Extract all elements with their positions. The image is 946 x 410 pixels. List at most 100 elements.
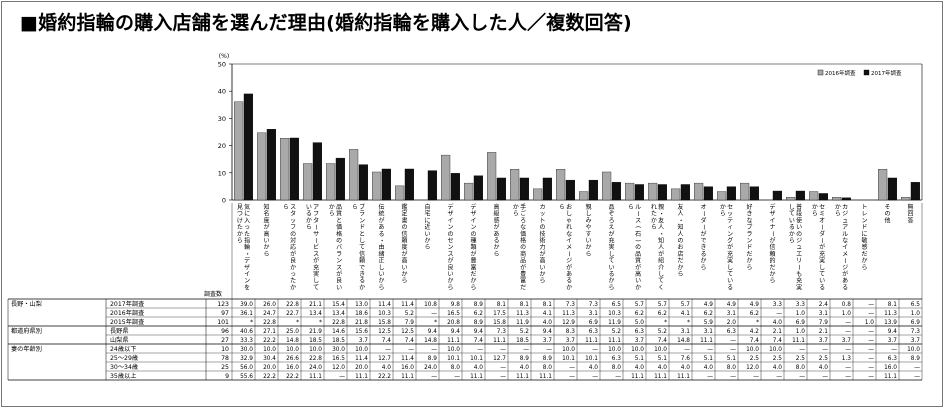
category-label-char: か	[608, 278, 614, 285]
category-label-char: 親	[658, 203, 664, 211]
bar-2017	[772, 190, 782, 201]
bar-2016	[556, 169, 566, 201]
category-label-char: か	[539, 271, 545, 278]
category-label-char: ン	[359, 217, 365, 224]
category-label-char: 宅	[424, 210, 430, 218]
table-cell: —	[822, 347, 828, 353]
legend-label-2016: 2016年調査	[825, 69, 856, 77]
table-cell: 5.1	[727, 356, 737, 362]
table-cell: 10.0	[769, 347, 782, 353]
category-label-char: て	[313, 284, 319, 291]
bar-2017	[519, 177, 529, 201]
category-label-char: か	[720, 204, 726, 211]
category-label-char: の	[677, 238, 683, 245]
category-label-char: 書	[401, 216, 407, 224]
table-cell: 10.0	[608, 347, 621, 353]
table-cell: 21.9	[309, 329, 322, 335]
table-cell: 3.3	[796, 302, 806, 308]
table-cell: 14.6	[332, 329, 345, 335]
category-label-char: セ	[447, 238, 453, 245]
category-label-char: か	[447, 278, 453, 285]
category-label-char: い	[263, 238, 269, 245]
category-label-char: タ	[290, 210, 296, 218]
category-label-char: し	[313, 278, 319, 285]
category-label-char: か	[378, 278, 384, 285]
category-label-char: あ	[493, 231, 499, 238]
category-label-char: が	[608, 230, 614, 238]
table-cell: 12.0	[746, 365, 759, 371]
table-cell: —	[615, 374, 621, 380]
category-label-char: 実	[819, 257, 825, 265]
category-label-char: 高	[539, 257, 545, 265]
category-label-char: が	[819, 243, 825, 251]
category-label-char: か	[424, 238, 430, 245]
category-label-char: 富	[470, 263, 476, 271]
category-label-char: 介	[658, 264, 664, 271]
category-label-char: 度	[401, 243, 407, 251]
category-label-char: い	[401, 264, 407, 271]
category-label: 無回答	[907, 203, 913, 224]
category-label-char: て	[819, 271, 825, 278]
category-label-char: ュ	[842, 217, 848, 224]
table-cell: 10.8	[424, 302, 437, 308]
table-cell: 4.0	[382, 365, 392, 371]
category-label-char: ら	[263, 251, 269, 258]
table-cell: 5.1	[658, 356, 668, 362]
category-label-char: の	[336, 238, 342, 245]
table-cell: 20.0	[263, 365, 276, 371]
category-label-char: 価	[336, 223, 342, 231]
category-label-char: が	[313, 257, 319, 265]
category-label-char: ら	[283, 204, 289, 211]
table-cell: 11.3	[562, 311, 575, 317]
bar-2017	[749, 186, 759, 201]
category-label-char: 的	[769, 257, 775, 265]
category-label-char: ス	[635, 217, 641, 224]
table-cell: 15.8	[378, 320, 391, 326]
table-cell: 3.1	[681, 329, 691, 335]
category-label-char: い	[447, 271, 453, 278]
table-cell: 8.9	[474, 320, 484, 326]
category-label-char: 人	[658, 224, 664, 231]
table-cell: 4.1	[543, 311, 553, 317]
table-cell: 11.1	[585, 338, 598, 344]
category-label-char: ら	[237, 238, 243, 245]
table-cell: 11.1	[608, 338, 621, 344]
bar-2016	[257, 132, 267, 201]
category-label-char: ら	[447, 284, 453, 291]
table-cell: 10.0	[447, 347, 460, 353]
table-cell: 13.0	[355, 302, 368, 308]
category-label-char: だ	[746, 251, 752, 258]
category-label-char: ・	[378, 237, 385, 243]
category-label-char: 入	[244, 217, 250, 224]
table-cell: 8.1	[543, 302, 553, 308]
bar-2016	[671, 188, 681, 201]
category-label-char: オ	[819, 217, 825, 224]
category-label-char: や	[585, 223, 591, 231]
table-cell: 9.4	[888, 329, 898, 335]
table-cell: 1.0	[796, 329, 806, 335]
category-label-char: か	[789, 231, 795, 238]
table-cell: 18.5	[309, 338, 322, 344]
table-cell: 8.9	[543, 356, 553, 362]
table-cell: 4.0	[589, 365, 599, 371]
table-cell: 7.3	[497, 329, 507, 335]
category-label-char: し	[608, 251, 614, 258]
category-label-char: た	[290, 278, 296, 285]
category-label-char: か	[263, 244, 269, 251]
table-cell: 5.2	[612, 329, 622, 335]
category-label-char: フ	[313, 211, 319, 218]
table-cell-n: 78	[221, 355, 229, 362]
table-cell: 26.6	[286, 356, 299, 362]
category-label-char: い	[789, 217, 795, 224]
table-cell: 4.0	[773, 365, 783, 371]
table-cell: 11.1	[309, 374, 322, 380]
